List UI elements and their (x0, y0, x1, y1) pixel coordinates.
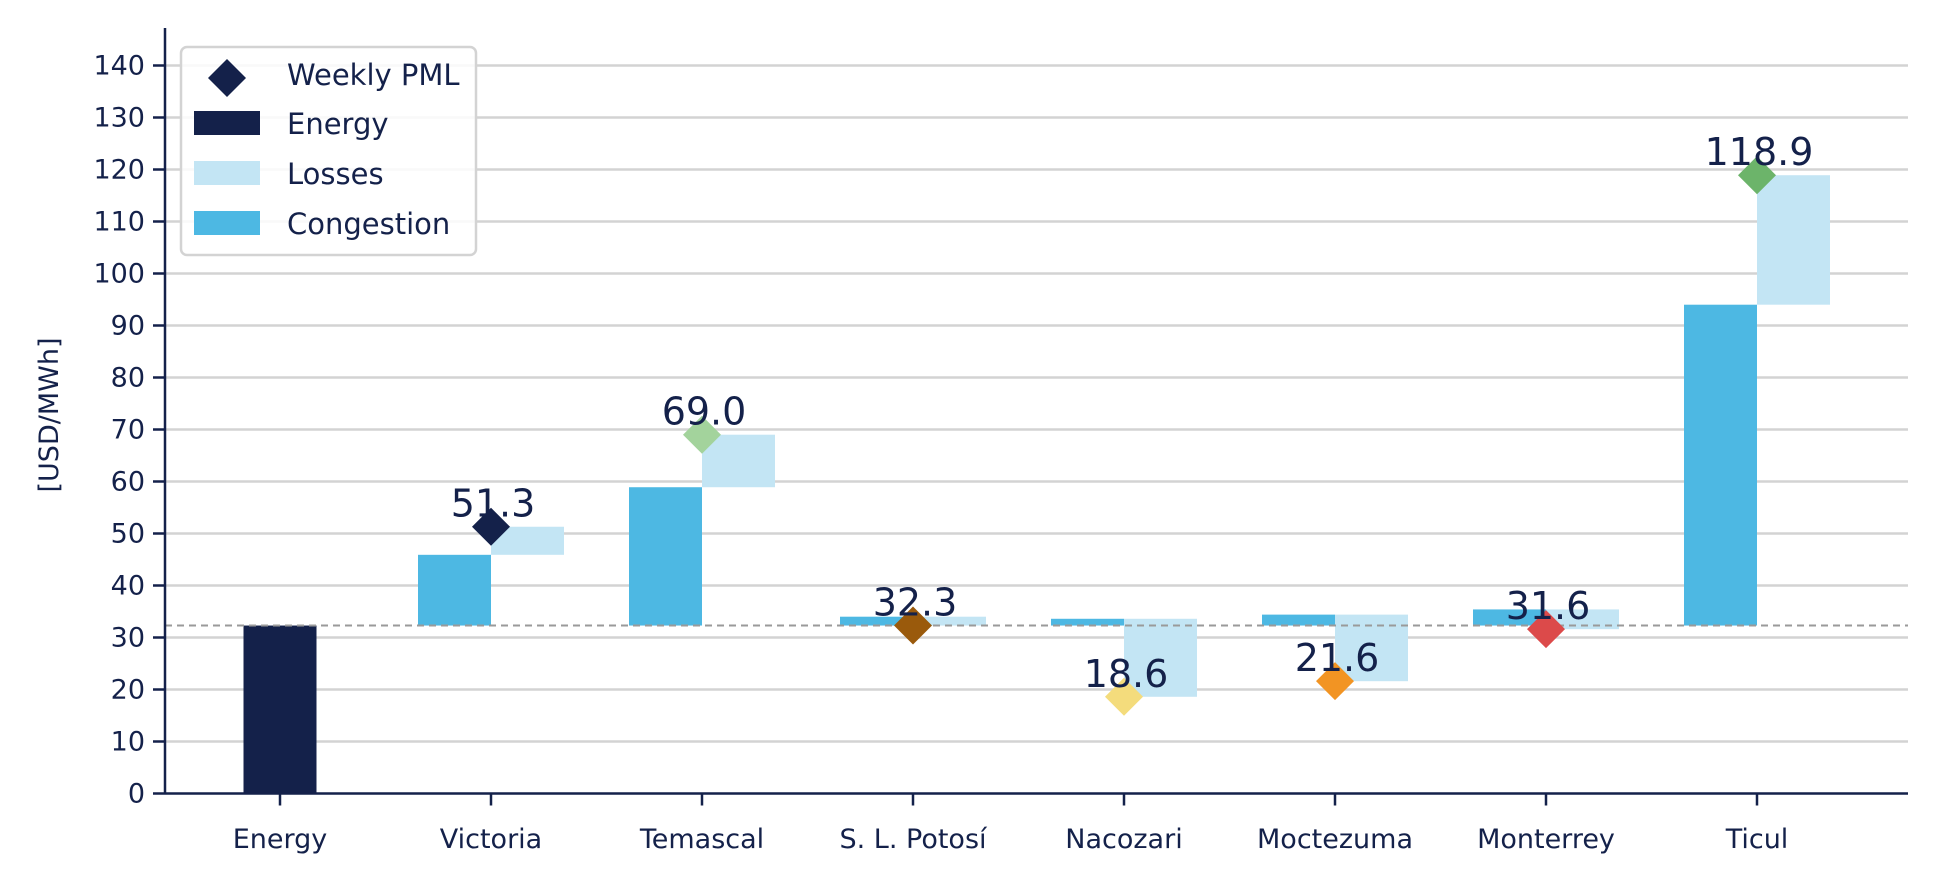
bar-losses (1124, 618, 1197, 697)
legend-label-congestion: Congestion (287, 207, 450, 241)
bar-losses (1546, 609, 1619, 630)
y-tick-label: 110 (93, 207, 145, 238)
y-tick-label: 40 (111, 571, 145, 602)
y-tick-label: 100 (93, 259, 145, 290)
y-axis-label: [USD/MWh] (34, 338, 65, 493)
x-tick-label: Energy (233, 824, 328, 855)
bar-congestion (1051, 618, 1124, 626)
x-tick-label: Moctezuma (1257, 824, 1413, 855)
x-tick-label: Ticul (1725, 824, 1789, 855)
y-tick-label: 80 (111, 363, 145, 394)
y-tick-label: 0 (128, 779, 145, 810)
x-tick-label: Nacozari (1065, 824, 1182, 855)
legend-box (179, 45, 478, 257)
legend-label-energy: Energy (287, 107, 389, 141)
bar-congestion (1684, 304, 1757, 626)
x-tick-label: S. L. Potosí (839, 824, 988, 855)
pml-value-label: 18.6 (1084, 652, 1169, 696)
pml-markers (472, 156, 1776, 716)
bar-congestion (1262, 614, 1335, 626)
y-tick-label: 60 (111, 467, 145, 498)
bars (243, 175, 1830, 794)
pml-marker (472, 507, 510, 546)
pml-value-label: 21.6 (1295, 636, 1380, 680)
y-tick-label: 50 (111, 519, 145, 550)
y-tick-label: 30 (111, 623, 145, 654)
legend-label-pml: Weekly PML (287, 58, 460, 92)
bar-losses (913, 616, 986, 626)
y-tick-label: 10 (111, 727, 145, 758)
axes: 0 10 20 30 40 50 60 70 80 90 100 110 120 130 140 Energy… (93, 28, 1908, 855)
bar-losses (702, 434, 775, 488)
bar-congestion (629, 487, 702, 626)
legend-swatch-pml (208, 59, 246, 97)
y-tick-label: 140 (93, 51, 145, 82)
bar-congestion (418, 554, 491, 626)
data-labels: 51.3 69.0 32.3 18.6 21.6 31.6 118.9 (451, 130, 1814, 696)
y-tick-label: 90 (111, 311, 145, 342)
pml-marker (683, 415, 721, 454)
y-tick-label: 70 (111, 415, 145, 446)
pml-marker (1105, 677, 1143, 716)
x-tick-label: Monterrey (1477, 824, 1615, 855)
bar-congestion (1473, 609, 1546, 626)
y-tick-label: 130 (93, 103, 145, 134)
legend: Weekly PML Energy Losses Congestion (179, 45, 478, 257)
pml-marker (1316, 662, 1354, 701)
pml-marker (1738, 156, 1776, 195)
pml-marker (1527, 610, 1565, 649)
y-tick-label: 20 (111, 675, 145, 706)
bar-energy (243, 625, 317, 794)
pml-value-label: 31.6 (1506, 584, 1591, 628)
legend-label-losses: Losses (287, 157, 384, 191)
pml-marker (894, 606, 932, 645)
x-tick-label: Temascal (639, 824, 764, 855)
bar-losses (1757, 175, 1830, 305)
bar-congestion (840, 616, 913, 626)
legend-swatch-energy (194, 111, 260, 135)
pml-value-label: 118.9 (1705, 130, 1814, 174)
x-tick-label: Victoria (440, 824, 542, 855)
pml-value-label: 32.3 (873, 581, 958, 625)
pml-value-label: 51.3 (451, 482, 536, 526)
legend-swatch-congestion (194, 211, 260, 235)
legend-swatch-losses (194, 161, 260, 185)
pml-value-label: 69.0 (662, 390, 747, 434)
y-tick-label: 120 (93, 155, 145, 186)
